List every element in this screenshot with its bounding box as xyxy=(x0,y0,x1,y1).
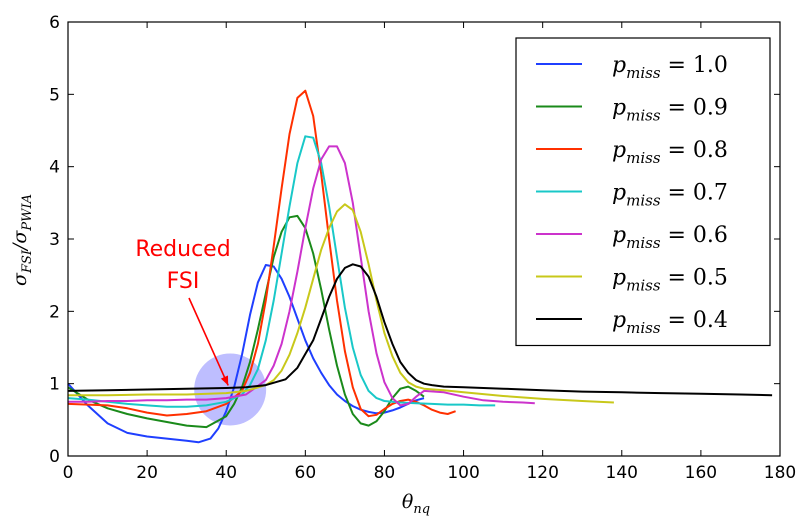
highlight-layer xyxy=(194,353,267,426)
series-line-3 xyxy=(67,89,456,418)
series-layer xyxy=(67,89,773,444)
x-tick-label: 20 xyxy=(136,463,158,483)
y-tick-label: 3 xyxy=(49,230,60,250)
legend-label: pmiss = 0.8 xyxy=(612,138,728,167)
x-tick-label: 0 xyxy=(63,463,74,483)
x-axis-label: θnq xyxy=(402,491,430,517)
annotation-text-line-1: Reduced xyxy=(135,237,230,262)
x-tick-label: 100 xyxy=(447,463,479,483)
x-tick-label: 80 xyxy=(374,463,396,483)
legend-label: pmiss = 1.0 xyxy=(612,53,728,82)
annotation-arrow-line xyxy=(188,297,229,386)
x-tick-label: 120 xyxy=(526,463,558,483)
annotation-arrow-head xyxy=(220,375,229,386)
legend-label: pmiss = 0.5 xyxy=(612,266,728,295)
legend-label: pmiss = 0.9 xyxy=(612,96,728,125)
y-tick-label: 2 xyxy=(49,302,60,322)
legend-label: pmiss = 0.4 xyxy=(612,308,728,337)
x-tick-label: 160 xyxy=(685,463,717,483)
y-tick-label: 1 xyxy=(49,375,60,395)
y-tick-label: 4 xyxy=(49,158,60,178)
x-tick-label: 180 xyxy=(764,463,796,483)
series-line-5 xyxy=(68,145,535,407)
series-line-6 xyxy=(68,203,614,404)
ticks-layer: 0 20 40 60 80 100 120 140 160 180 0 1 2 3 4 5 6 xyxy=(49,13,796,483)
y-axis-label: σFSI/σPWIA xyxy=(9,194,35,286)
legend: pmiss = 1.0 pmiss = 0.9 pmiss = 0.8 pmiss =… xyxy=(515,37,771,347)
x-tick-label: 40 xyxy=(215,463,237,483)
legend-label: pmiss = 0.7 xyxy=(612,181,728,210)
legend-label: pmiss = 0.6 xyxy=(612,223,728,252)
x-tick-label: 60 xyxy=(295,463,317,483)
series-line-4 xyxy=(67,135,496,408)
x-tick-label: 140 xyxy=(606,463,638,483)
annotation-layer: Reduced FSI xyxy=(135,237,231,386)
reduced-fsi-highlight xyxy=(194,353,267,426)
y-tick-label: 6 xyxy=(49,13,60,33)
y-tick-label: 5 xyxy=(49,85,60,105)
series-line-2 xyxy=(67,214,425,429)
annotation-text-line-2: FSI xyxy=(167,269,200,294)
y-tick-label: 0 xyxy=(49,447,60,467)
series-line-7 xyxy=(67,263,773,397)
